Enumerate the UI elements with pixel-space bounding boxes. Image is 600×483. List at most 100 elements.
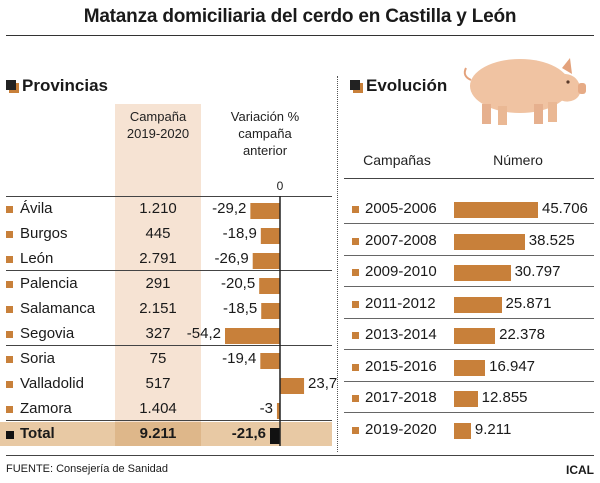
title-rule — [6, 35, 594, 36]
variation-bar — [252, 253, 280, 269]
province-label: Valladolid — [20, 375, 84, 392]
bullet-icon — [6, 331, 13, 338]
evolution-bar — [454, 391, 478, 407]
brand-label: ICAL — [566, 463, 594, 477]
bullet-icon — [352, 238, 359, 245]
evolution-value: 16.947 — [489, 358, 536, 375]
campaign-value: 291 — [145, 275, 171, 292]
campaign-year-label: 2015-2016 — [365, 358, 437, 375]
bullet-icon — [6, 256, 13, 263]
variation-value: -19,4 — [222, 350, 257, 367]
provincias-rule-2 — [6, 345, 332, 346]
provincias-rule-top — [6, 196, 332, 197]
province-label: Segovia — [20, 325, 75, 342]
variation-bar — [276, 403, 280, 419]
evolution-bar — [454, 328, 496, 344]
variation-value: -54,2 — [186, 325, 221, 342]
evolution-row-rule — [344, 381, 594, 382]
bullet-icon — [352, 269, 359, 276]
evolution-bar — [454, 360, 486, 376]
campaign-value: 517 — [145, 375, 171, 392]
province-label: Burgos — [20, 225, 68, 242]
bullet-icon — [352, 332, 359, 339]
zero-axis-label: 0 — [276, 179, 284, 193]
campaign-value: 327 — [145, 325, 171, 342]
campaign-value: 1.210 — [139, 200, 177, 217]
bullet-icon — [6, 356, 13, 363]
variation-value: -3 — [259, 400, 273, 417]
variation-value: -21,6 — [231, 425, 266, 442]
variation-bar — [260, 228, 280, 244]
campaign-year-label: 2013-2014 — [365, 326, 437, 343]
bullet-icon — [6, 306, 13, 313]
variation-bar — [250, 203, 280, 219]
variation-bar — [261, 303, 280, 319]
evolution-bar — [454, 297, 502, 313]
campaign-column-header: Campaña 2019-2020 — [115, 108, 201, 142]
evolution-value: 12.855 — [481, 389, 528, 406]
total-value-background — [115, 422, 201, 446]
campaign-year-label: 2007-2008 — [365, 232, 437, 249]
bullet-icon — [6, 231, 13, 238]
province-label: Salamanca — [20, 300, 96, 317]
variation-value: -26,9 — [214, 250, 249, 267]
evolution-bar — [454, 265, 511, 281]
campaign-value: 445 — [145, 225, 171, 242]
province-label: Soria — [20, 350, 56, 367]
evolution-value: 22.378 — [499, 326, 546, 343]
campaign-column-background — [115, 104, 201, 422]
bullet-icon — [6, 206, 13, 213]
campaign-value: 1.404 — [139, 400, 177, 417]
provincias-rule-3 — [6, 420, 332, 421]
evolution-row-rule — [344, 286, 594, 287]
campaign-value: 9.211 — [139, 425, 177, 442]
province-label: Palencia — [20, 275, 78, 292]
heading-square-icon — [350, 80, 360, 90]
variation-value: -18,5 — [223, 300, 258, 317]
variation-value: -29,2 — [212, 200, 247, 217]
campaign-value: 2.791 — [139, 250, 177, 267]
evolution-value: 30.797 — [514, 263, 561, 280]
bullet-icon — [352, 427, 359, 434]
evolution-bar — [454, 234, 525, 250]
footer-rule — [6, 455, 594, 456]
heading-square-icon — [6, 80, 16, 90]
variation-value: -20,5 — [220, 275, 256, 292]
campaign-value: 75 — [149, 350, 167, 367]
bullet-icon — [6, 281, 13, 288]
campaign-year-label: 2011-2012 — [365, 295, 436, 312]
province-label: Ávila — [20, 200, 53, 217]
variation-bar — [259, 278, 280, 294]
variation-value: -18,9 — [222, 225, 257, 242]
variation-header-line-1: Variación % — [230, 109, 300, 124]
campaign-value: 2.151 — [139, 300, 177, 317]
provincias-heading-text: Provincias — [22, 76, 108, 95]
variation-value: 23,7 — [308, 375, 338, 392]
variation-bar — [280, 378, 305, 394]
chart-title: Matanza domiciliaria del cerdo en Castil… — [83, 6, 517, 27]
campaign-header-line-1: Campaña — [129, 109, 187, 124]
evolution-bar — [454, 423, 471, 439]
evolucion-heading-text: Evolución — [366, 76, 448, 95]
variation-header-line-2: campaña — [238, 126, 292, 141]
total-bullet-icon — [6, 431, 14, 439]
bullet-icon — [352, 395, 359, 402]
bullet-icon — [352, 206, 359, 213]
evolucion-rule-top — [344, 178, 594, 179]
bullet-icon — [6, 406, 13, 413]
pig-icon — [463, 58, 586, 125]
bullet-icon — [352, 364, 359, 371]
province-label: Zamora — [20, 400, 72, 417]
campaign-year-label: 2019-2020 — [365, 421, 437, 438]
evolution-row-rule — [344, 349, 594, 350]
province-label: Total — [20, 425, 55, 442]
campaign-header-line-2: 2019-2020 — [126, 126, 190, 141]
variation-bar — [260, 353, 280, 369]
bullet-icon — [352, 301, 359, 308]
evolution-row-rule — [344, 412, 594, 413]
variation-header-line-3: anterior — [242, 143, 288, 158]
evolution-row-rule — [344, 223, 594, 224]
number-column-header: Número — [493, 152, 543, 168]
evolution-row-rule — [344, 255, 594, 256]
